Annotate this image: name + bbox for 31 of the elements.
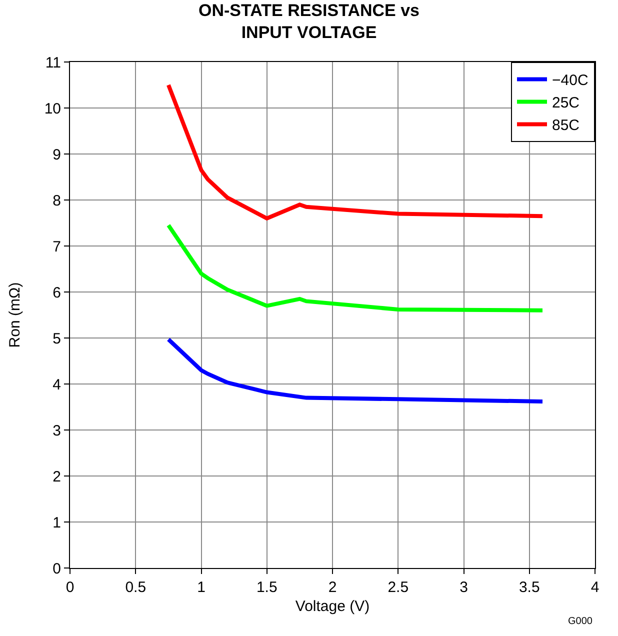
y-axis-title: Ron (mΩ) <box>6 282 24 348</box>
x-tick-label: 3 <box>460 579 468 596</box>
line-series <box>166 83 544 220</box>
x-tick-label: 1.5 <box>256 579 278 596</box>
y-tick-label: 2 <box>52 468 61 486</box>
y-tick-label: 11 <box>45 54 61 72</box>
y-tick-label: 9 <box>52 146 61 164</box>
x-tick-label: 3.5 <box>518 579 540 596</box>
y-tick-label: 3 <box>52 422 61 440</box>
line-series <box>166 223 544 312</box>
legend-label: 85C <box>552 117 580 134</box>
x-tick-label: 2.5 <box>388 579 409 596</box>
x-axis-title: Voltage (V) <box>295 598 370 615</box>
x-tick-label: 4 <box>590 579 600 596</box>
y-tick-label: 5 <box>52 330 61 348</box>
y-tick-label: 7 <box>52 238 61 256</box>
y-tick-label: 6 <box>52 284 61 302</box>
x-tick-label: 0 <box>66 579 74 596</box>
chart-title: ON-STATE RESISTANCE vs INPUT VOLTAGE <box>198 0 420 42</box>
x-tick-label: 2 <box>328 579 337 596</box>
x-tick-label: 1 <box>197 579 206 596</box>
y-tick-label: 8 <box>52 192 61 210</box>
x-tick-label: 0.5 <box>125 579 146 596</box>
legend-label: 25C <box>552 94 580 112</box>
text: G000 <box>568 616 593 627</box>
y-tick-label: 10 <box>44 100 61 118</box>
y-tick-label: 4 <box>52 376 61 394</box>
line-series <box>166 337 544 404</box>
legend-label: −40C <box>552 72 588 90</box>
y-tick-label: 1 <box>52 514 61 532</box>
y-tick-label: 0 <box>52 560 61 578</box>
